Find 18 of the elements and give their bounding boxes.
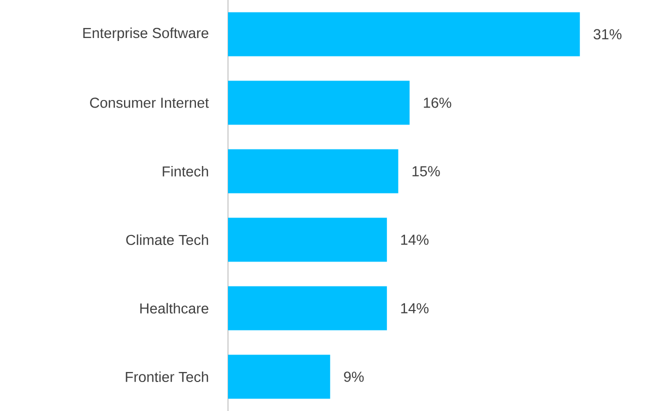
- bar: [228, 218, 387, 262]
- y-tick-label: Climate Tech: [126, 234, 208, 246]
- bar: [228, 354, 330, 399]
- y-tick-label: Frontier Tech: [126, 371, 208, 382]
- data-label: 14%: [401, 303, 429, 314]
- data-label: 15%: [412, 166, 440, 176]
- y-tick-label: Healthcare: [140, 302, 208, 314]
- bar: [228, 286, 387, 330]
- data-label: 9%: [344, 372, 364, 382]
- bar: [228, 12, 580, 56]
- data-label: 31%: [594, 29, 622, 40]
- bar: [228, 80, 410, 125]
- y-tick-label: Consumer Internet: [90, 98, 209, 108]
- bar: [228, 149, 398, 194]
- y-tick-label: Enterprise Software: [83, 28, 208, 41]
- data-label: 16%: [424, 98, 452, 108]
- y-tick-label: Fintech: [162, 166, 208, 177]
- data-label: 14%: [401, 234, 429, 245]
